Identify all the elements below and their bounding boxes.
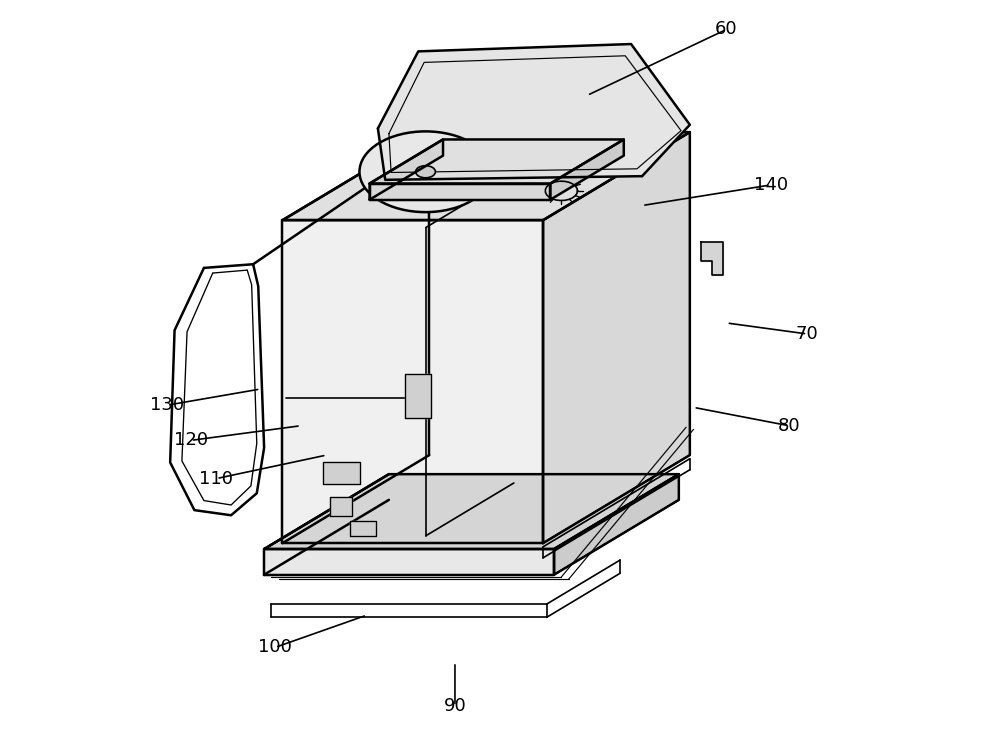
Polygon shape [405,374,431,418]
Polygon shape [543,132,690,543]
Polygon shape [554,474,679,575]
Ellipse shape [359,131,492,212]
Text: 60: 60 [716,21,738,38]
Text: 140: 140 [753,176,787,194]
Polygon shape [264,474,679,549]
Polygon shape [350,521,376,536]
Text: 70: 70 [795,325,818,343]
Polygon shape [369,139,443,200]
Text: 110: 110 [200,470,234,487]
Polygon shape [330,498,352,515]
Text: 80: 80 [777,417,800,435]
Polygon shape [378,44,690,180]
Text: 100: 100 [258,639,292,656]
Polygon shape [369,139,624,184]
Polygon shape [701,242,723,275]
Polygon shape [322,462,359,484]
Polygon shape [282,220,543,543]
Text: 120: 120 [174,432,208,449]
Polygon shape [264,549,554,575]
Polygon shape [369,184,550,200]
Polygon shape [282,132,690,220]
Text: 90: 90 [443,697,466,715]
Text: 130: 130 [150,396,185,414]
Polygon shape [550,139,624,200]
Ellipse shape [415,166,435,178]
